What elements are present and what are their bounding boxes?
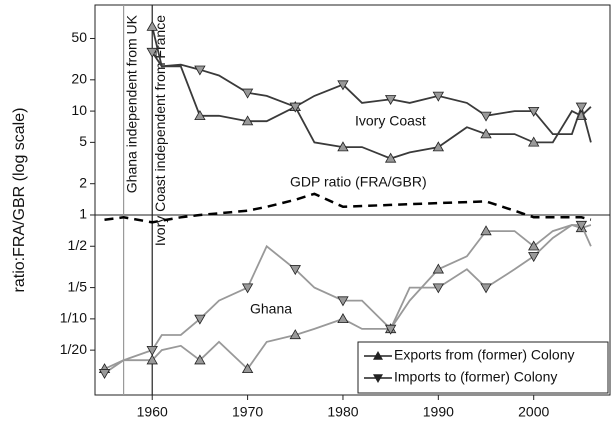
data-point <box>432 91 445 102</box>
data-point <box>194 110 206 120</box>
data-point <box>146 354 158 365</box>
data-point <box>528 106 540 117</box>
y-tick-label: 1/20 <box>60 341 87 357</box>
data-point <box>337 313 349 324</box>
y-tick-label: 1 <box>79 206 87 222</box>
y-tick-label: 10 <box>71 102 87 118</box>
data-point <box>432 263 445 274</box>
data-point <box>241 363 254 374</box>
data-point <box>289 102 301 113</box>
data-point <box>194 65 206 76</box>
series-line <box>151 26 592 160</box>
data-point <box>98 369 111 379</box>
data-point <box>384 152 397 163</box>
annotation: Ghana <box>250 301 292 317</box>
data-point <box>241 115 254 126</box>
data-point <box>384 95 397 106</box>
data-point <box>337 141 349 152</box>
data-point <box>432 283 445 294</box>
x-tick-label: 2000 <box>518 404 549 420</box>
legend-marker <box>373 374 383 383</box>
data-point <box>575 102 588 113</box>
annotation: Ivory Coast <box>355 113 426 129</box>
data-point <box>146 20 158 31</box>
data-point <box>337 296 349 307</box>
data-point <box>289 329 301 340</box>
series-line <box>151 51 592 143</box>
event-label: Ivory Coast independent from France <box>152 15 168 246</box>
data-point <box>528 240 540 251</box>
data-point <box>384 324 397 335</box>
legend-label: Imports to (former) Colony <box>394 369 557 385</box>
y-axis-label: ratio:FRA/GBR (log scale) <box>11 108 28 293</box>
legend-box <box>357 341 609 394</box>
plot-frame <box>94 4 611 396</box>
x-tick-label: 1960 <box>137 404 168 420</box>
data-point <box>241 88 254 99</box>
y-tick-label: 5 <box>79 133 87 149</box>
data-point <box>480 283 492 294</box>
x-tick-label: 1990 <box>423 404 454 420</box>
y-tick-label: 1/2 <box>68 237 88 253</box>
y-tick-label: 1/5 <box>68 278 88 294</box>
y-tick-label: 20 <box>71 71 87 87</box>
data-point <box>575 220 588 231</box>
data-point <box>146 345 158 356</box>
data-point <box>480 225 492 236</box>
x-tick-label: 1970 <box>232 404 263 420</box>
event-label: Ghana independent from UK <box>123 14 139 193</box>
data-point <box>194 314 206 325</box>
y-tick-label: 2 <box>79 174 87 190</box>
data-point <box>194 354 206 365</box>
x-tick-label: 1980 <box>327 404 358 420</box>
series-line <box>104 224 592 371</box>
data-point <box>337 80 349 91</box>
data-point <box>528 252 540 263</box>
legend-label: Exports from (former) Colony <box>394 347 574 363</box>
data-point <box>241 283 254 294</box>
y-tick-label: 1/10 <box>60 310 87 326</box>
annotation: GDP ratio (FRA/GBR) <box>290 174 427 190</box>
data-point <box>146 47 158 58</box>
y-tick-label: 50 <box>71 29 87 45</box>
data-point <box>480 111 492 122</box>
data-point <box>289 265 301 276</box>
data-point <box>480 128 492 139</box>
data-point <box>432 141 445 152</box>
data-point <box>528 136 540 147</box>
series-line <box>104 192 592 224</box>
legend-marker <box>373 351 383 360</box>
